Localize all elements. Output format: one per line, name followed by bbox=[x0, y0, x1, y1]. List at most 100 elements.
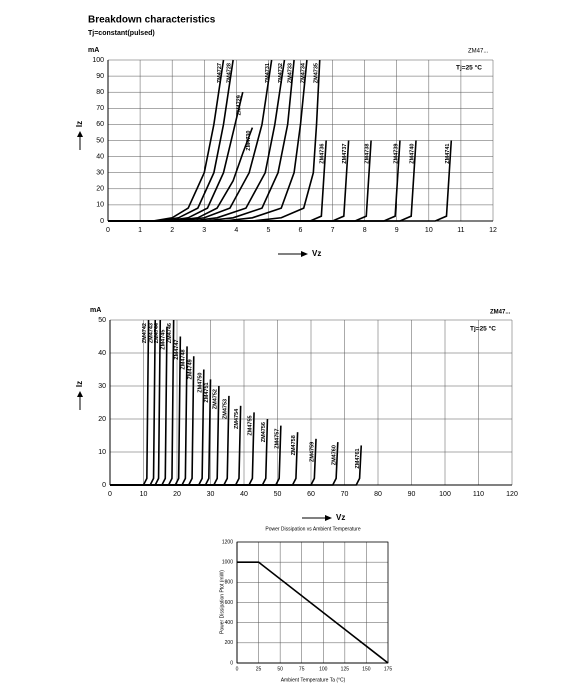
x-tick-label: 1 bbox=[138, 227, 142, 234]
x-tick-label: 75 bbox=[299, 666, 305, 672]
x-tick-label: 4 bbox=[234, 227, 238, 234]
curve bbox=[110, 369, 205, 486]
curve bbox=[110, 412, 255, 486]
series-label: ZM4746 bbox=[167, 323, 173, 343]
curve bbox=[110, 432, 299, 486]
x-tick-label: 12 bbox=[489, 227, 497, 234]
curve bbox=[108, 140, 372, 222]
x-tick-label: 0 bbox=[236, 666, 239, 672]
x-tick-label: 3 bbox=[202, 227, 206, 234]
y-tick-label: 70 bbox=[96, 105, 104, 112]
series-label: ZM4755 bbox=[248, 415, 254, 435]
y-unit: mA bbox=[88, 47, 99, 54]
x-tick-label: 20 bbox=[173, 491, 181, 498]
series-label: ZM4740 bbox=[409, 144, 415, 164]
y-tick-label: 50 bbox=[98, 317, 106, 324]
curve bbox=[110, 319, 162, 486]
series-label: ZM4734 bbox=[300, 62, 306, 83]
x-tick-label: 100 bbox=[319, 666, 328, 672]
series-label: ZM4731 bbox=[265, 63, 271, 83]
series-label: ZM4749 bbox=[187, 359, 193, 379]
series-label: ZM4747 bbox=[174, 340, 180, 360]
chart-title: Power Dissipation vs Ambient Temperature bbox=[265, 526, 360, 532]
x-tick-label: 50 bbox=[277, 666, 283, 672]
y-tick-label: 30 bbox=[96, 170, 104, 177]
series-label: ZM4736 bbox=[320, 144, 326, 164]
curve bbox=[110, 425, 282, 486]
y-tick-label: 80 bbox=[96, 89, 104, 96]
series-label: ZM4744 bbox=[154, 322, 160, 343]
x-tick-label: 120 bbox=[506, 491, 518, 498]
y-tick-label: 30 bbox=[98, 383, 106, 390]
y-tick-label: 40 bbox=[98, 350, 106, 357]
y-axis-label: Iz bbox=[75, 121, 84, 127]
x-tick-label: 100 bbox=[439, 491, 451, 498]
y-tick-label: 40 bbox=[96, 153, 104, 160]
series-label: ZM4743 bbox=[149, 323, 155, 343]
x-tick-label: 0 bbox=[108, 491, 112, 498]
series-label: ZM4732 bbox=[278, 63, 284, 83]
series-label: ZM4756 bbox=[261, 422, 267, 442]
x-tick-label: 110 bbox=[473, 491, 484, 498]
series-label: ZM4750 bbox=[197, 373, 203, 393]
series-label: ZM4761 bbox=[355, 448, 361, 468]
x-tick-label: 40 bbox=[240, 491, 248, 498]
y-tick-label: 20 bbox=[98, 416, 106, 423]
x-tick-label: 0 bbox=[106, 227, 110, 234]
y-tick-label: 0 bbox=[100, 218, 104, 225]
series-label: ZM4737 bbox=[342, 144, 348, 164]
plot-frame bbox=[236, 541, 389, 664]
series-label: ZM4757 bbox=[274, 429, 280, 449]
arrow-head bbox=[301, 251, 308, 257]
series-label: ZM4739 bbox=[393, 144, 399, 164]
x-tick-label: 6 bbox=[299, 227, 303, 234]
x-tick-label: 70 bbox=[341, 491, 349, 498]
series-label: ZM4730 bbox=[246, 131, 252, 151]
x-tick-label: 125 bbox=[341, 666, 350, 672]
curve bbox=[110, 356, 195, 486]
chart-title: Breakdown characteristics bbox=[88, 15, 216, 26]
x-tick-label: 30 bbox=[207, 491, 215, 498]
curve bbox=[110, 395, 230, 486]
x-tick-label: 2 bbox=[170, 227, 174, 234]
arrow-head bbox=[77, 131, 83, 137]
y-tick-label: 1000 bbox=[222, 559, 233, 565]
x-tick-label: 10 bbox=[425, 227, 433, 234]
series-label: ZM4741 bbox=[445, 144, 451, 164]
annotation: ZM47... bbox=[490, 310, 511, 316]
y-tick-label: 800 bbox=[225, 580, 234, 586]
x-tick-label: 8 bbox=[363, 227, 367, 234]
annotation: ZM47... bbox=[468, 49, 489, 55]
series-label: ZM4753 bbox=[222, 399, 228, 419]
y-tick-label: 400 bbox=[225, 620, 234, 626]
y-tick-label: 0 bbox=[102, 482, 106, 489]
x-tick-label: 50 bbox=[274, 491, 282, 498]
curve bbox=[108, 140, 453, 222]
annotation: Tj=25 °C bbox=[470, 325, 496, 333]
x-tick-label: 10 bbox=[140, 491, 148, 498]
x-tick-label: 150 bbox=[362, 666, 371, 672]
y-tick-label: 20 bbox=[96, 186, 104, 193]
series-label: ZM4748 bbox=[181, 349, 187, 369]
chart-subtitle: Tj=constant(pulsed) bbox=[88, 30, 155, 37]
y-tick-label: 60 bbox=[96, 121, 104, 128]
y-unit: mA bbox=[90, 307, 101, 314]
x-tick-label: 7 bbox=[331, 227, 335, 234]
y-tick-label: 90 bbox=[96, 73, 104, 80]
curve bbox=[110, 319, 150, 486]
curve bbox=[110, 445, 363, 486]
x-tick-label: 9 bbox=[395, 227, 399, 234]
curve bbox=[110, 442, 339, 486]
x-axis-label: Vz bbox=[336, 513, 345, 522]
series-label: ZM4759 bbox=[309, 442, 315, 462]
x-axis-label: Ambient Temperature Ta (°C) bbox=[281, 677, 346, 683]
series-label: ZM4754 bbox=[234, 408, 240, 429]
arrow-head bbox=[77, 391, 83, 397]
curve bbox=[110, 438, 317, 486]
series-label: ZM4728 bbox=[227, 63, 233, 83]
arrow-head bbox=[325, 515, 332, 521]
x-tick-label: 80 bbox=[374, 491, 382, 498]
y-tick-label: 200 bbox=[225, 640, 234, 646]
y-axis-label: Iz bbox=[75, 381, 84, 387]
